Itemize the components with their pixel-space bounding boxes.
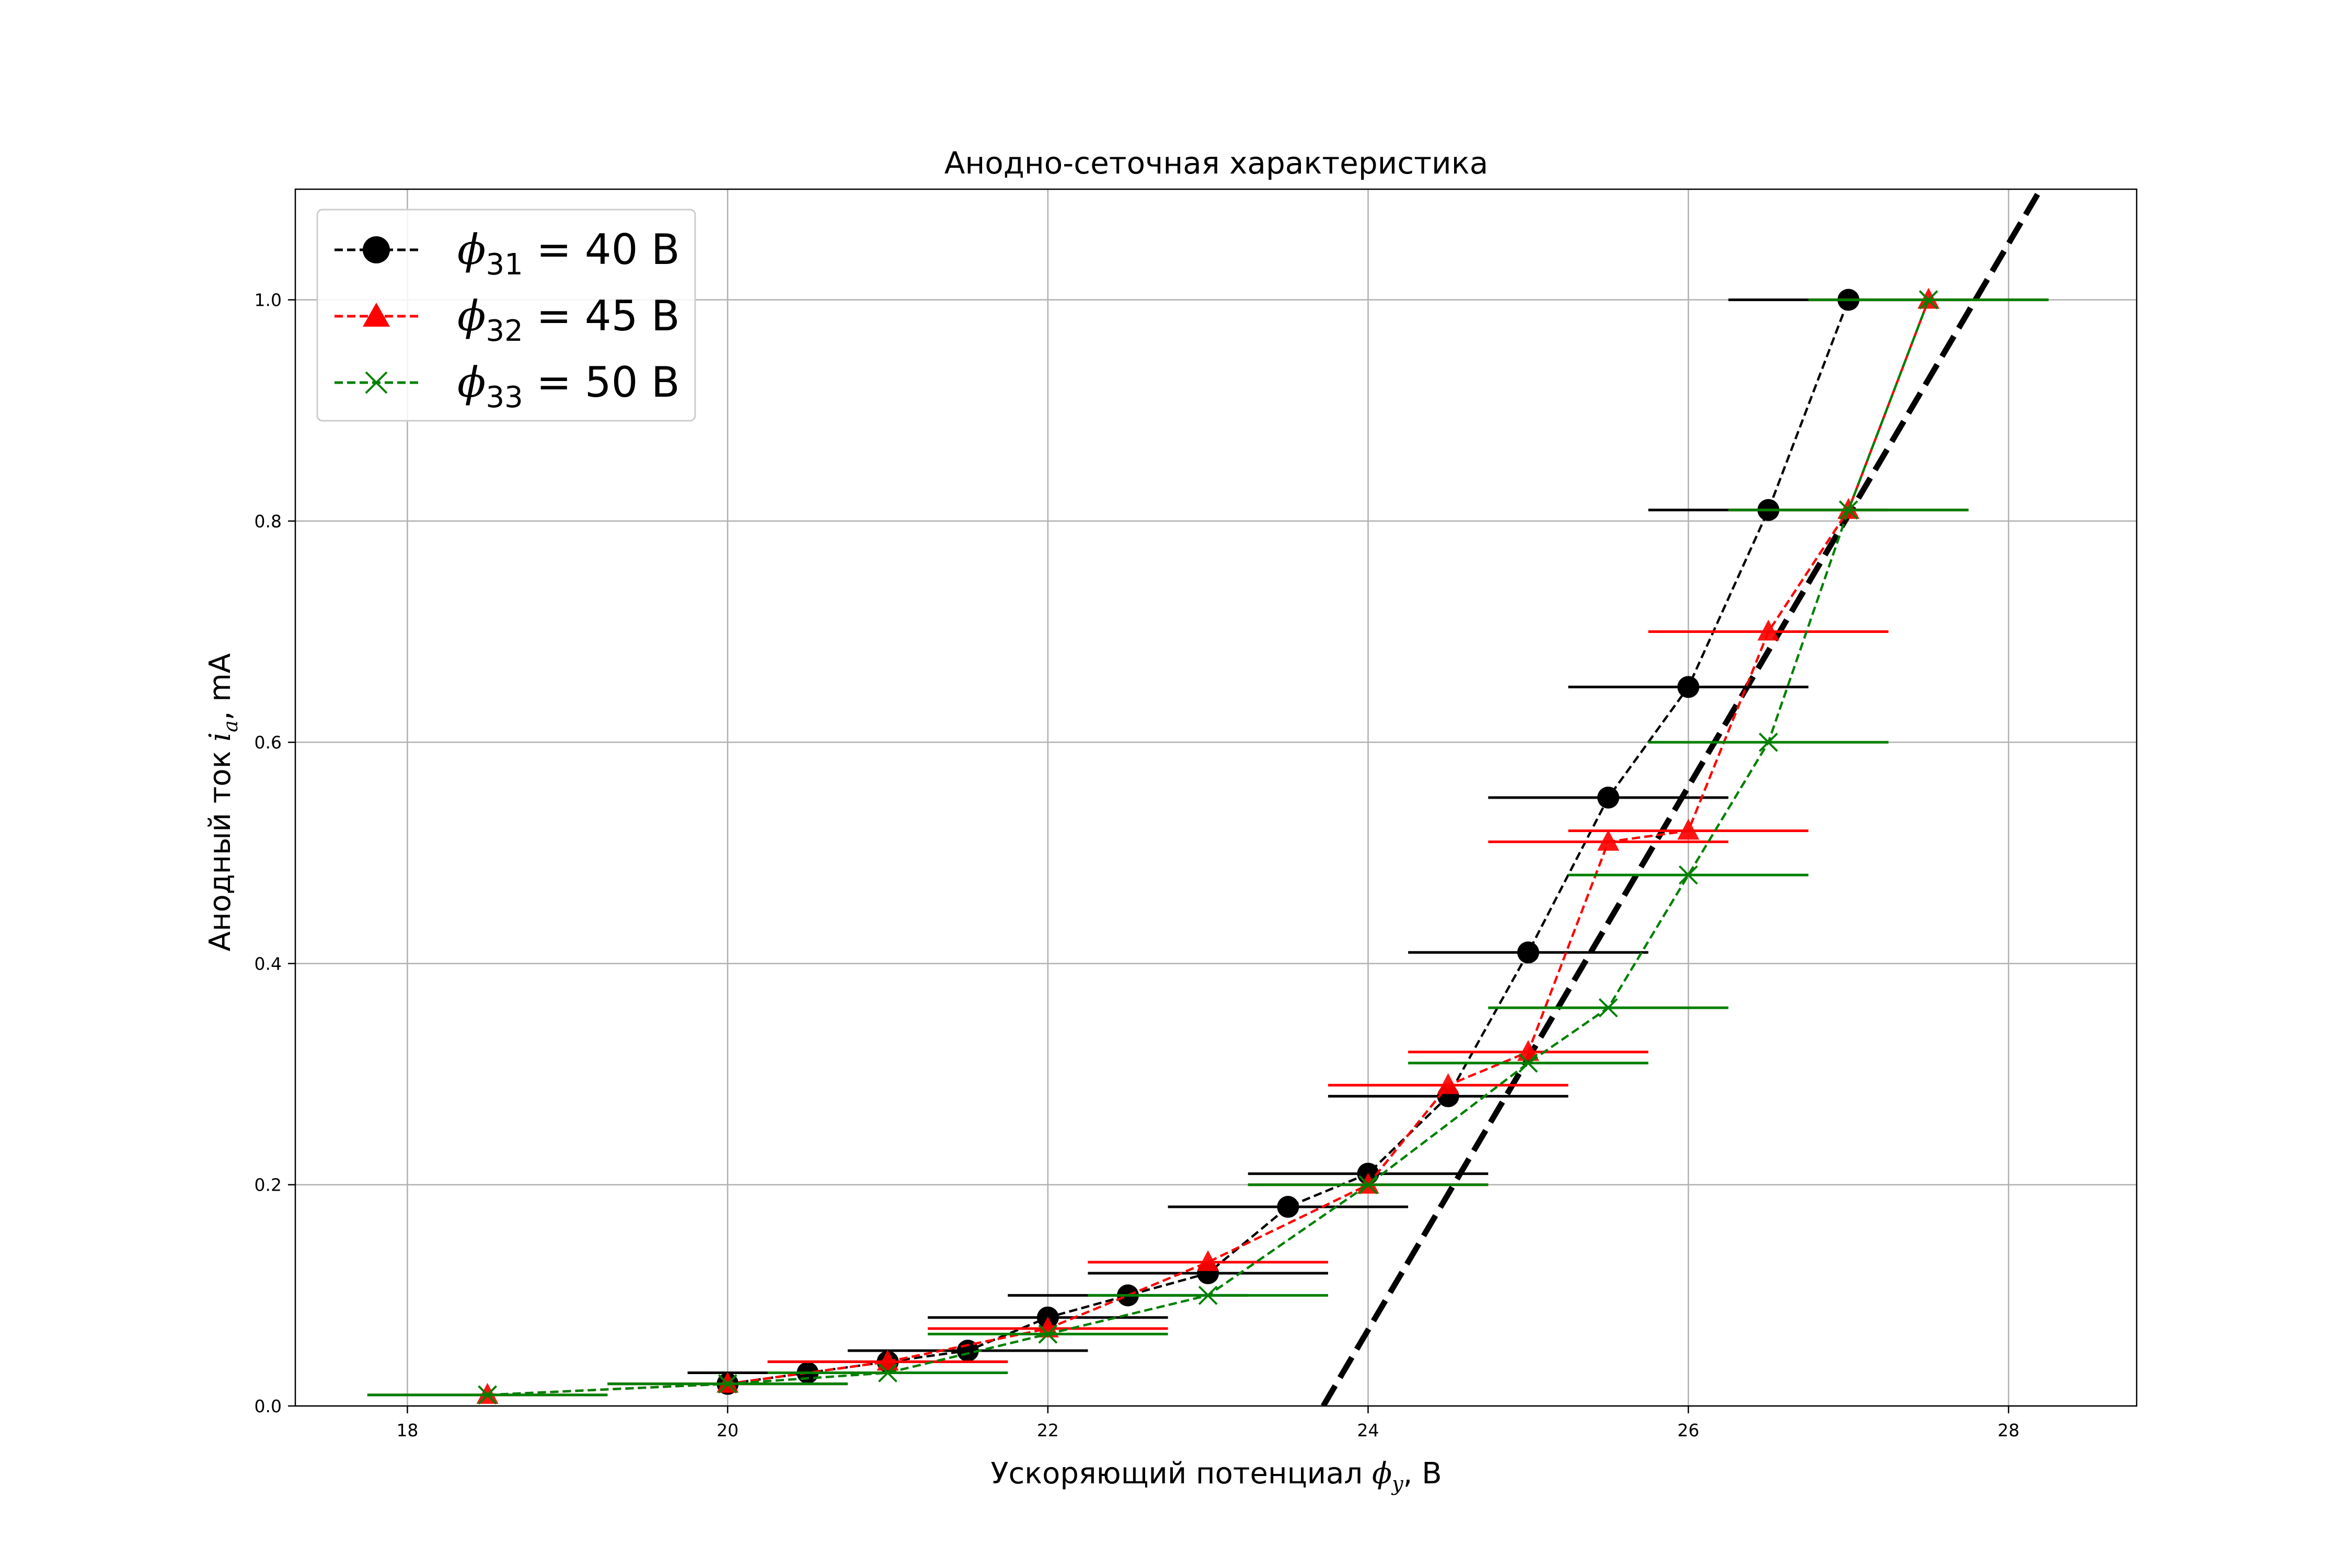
data-point xyxy=(478,1385,498,1405)
data-point xyxy=(1677,818,1700,840)
y-axis-title: Анодный ток ia, mA xyxy=(203,653,242,951)
legend-entry-series-2: ϕ32 = 45 В xyxy=(335,292,680,348)
y-tick-label: 0.8 xyxy=(255,511,282,532)
legend-marker-circle xyxy=(363,236,390,263)
y-tick-label: 0.6 xyxy=(255,732,282,753)
chart-title: Анодно-сеточная характеристика xyxy=(944,145,1489,181)
data-point xyxy=(1677,676,1700,698)
data-point xyxy=(717,1371,739,1393)
x-tick-label: 22 xyxy=(1037,1420,1059,1440)
legend-marker-triangle xyxy=(363,303,390,327)
legend-entry-series-3: ϕ33 = 50 В xyxy=(335,358,680,414)
x-tick-label: 24 xyxy=(1357,1420,1379,1440)
data-point xyxy=(1517,1040,1539,1061)
data-point xyxy=(718,1374,737,1394)
data-point xyxy=(1597,829,1620,851)
axis-ticks: 18 20 22 24 26 28 0.0 0.2 0.4 0.6 0.8 1.0 xyxy=(255,290,2020,1440)
legend-label-series-2: ϕ32 = 45 В xyxy=(457,292,680,348)
series-line xyxy=(487,299,1930,1397)
data-point xyxy=(1837,498,1860,519)
data-point xyxy=(1277,1196,1299,1218)
y-tick-label: 1.0 xyxy=(255,290,282,310)
data-point xyxy=(1678,865,1698,885)
data-point xyxy=(1917,287,1940,309)
legend: ϕ31 = 40 В ϕ32 = 45 В ϕ33 = 50 В xyxy=(316,209,696,422)
y-tick-label: 0.0 xyxy=(255,1396,282,1416)
plot-content xyxy=(367,189,2049,1406)
data-point xyxy=(1358,1175,1378,1195)
data-point xyxy=(878,1363,897,1382)
data-point xyxy=(1517,941,1539,964)
legend-marker-x xyxy=(365,371,388,394)
y-tick-label: 0.2 xyxy=(255,1175,282,1195)
y-tick-label: 0.4 xyxy=(255,953,282,974)
plot-frame xyxy=(294,188,2138,1407)
data-point xyxy=(1038,1324,1058,1344)
data-point xyxy=(1757,619,1780,641)
data-point xyxy=(1198,1285,1218,1305)
x-tick-label: 26 xyxy=(1677,1420,1699,1440)
data-point xyxy=(1598,998,1618,1018)
series-2 xyxy=(367,287,2049,1404)
legend-entry-series-1: ϕ31 = 40 В xyxy=(335,225,680,282)
x-tick-label: 18 xyxy=(396,1420,418,1440)
data-point xyxy=(1597,787,1620,809)
series-line xyxy=(487,299,1930,1397)
data-point xyxy=(1839,500,1858,520)
series-1 xyxy=(607,289,1969,1395)
data-point xyxy=(1437,1073,1459,1094)
data-point xyxy=(877,1350,899,1371)
data-point xyxy=(476,1382,499,1404)
series-line xyxy=(727,299,1850,1385)
series-3 xyxy=(367,290,2049,1405)
legend-box xyxy=(316,209,696,422)
data-point xyxy=(1919,290,1939,310)
data-point xyxy=(1758,732,1778,752)
x-tick-label: 28 xyxy=(1998,1420,2020,1440)
data-point xyxy=(1197,1250,1219,1271)
x-axis-title: Ускоряющий потенциал ϕy, В xyxy=(990,1457,1442,1495)
x-tick-label: 20 xyxy=(717,1420,739,1440)
legend-label-series-1: ϕ31 = 40 В xyxy=(457,225,680,282)
legend-label-series-3: ϕ33 = 50 В xyxy=(457,358,680,414)
data-point xyxy=(1518,1053,1538,1073)
